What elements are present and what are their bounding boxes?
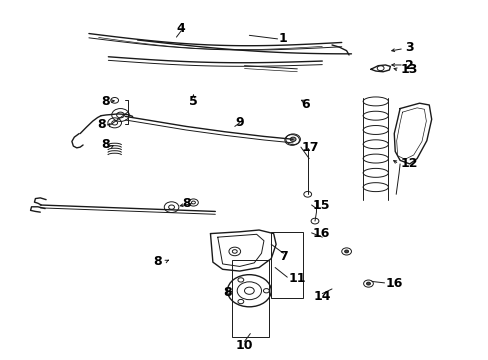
Text: 8: 8 — [102, 95, 110, 108]
Text: 16: 16 — [385, 277, 402, 290]
Bar — [232, 260, 268, 337]
Circle shape — [289, 137, 295, 141]
Text: 6: 6 — [300, 99, 309, 112]
Text: 7: 7 — [279, 250, 287, 263]
Text: 8: 8 — [223, 286, 231, 299]
Text: 11: 11 — [287, 272, 305, 285]
Text: 4: 4 — [177, 22, 185, 35]
Text: 3: 3 — [404, 41, 413, 54]
Text: 5: 5 — [189, 95, 198, 108]
Text: 13: 13 — [399, 63, 417, 76]
Text: 8: 8 — [97, 118, 106, 131]
Circle shape — [366, 282, 370, 285]
Bar — [271, 232, 302, 298]
Text: 8: 8 — [102, 139, 110, 152]
Text: 17: 17 — [301, 141, 319, 154]
Text: 10: 10 — [235, 338, 253, 351]
Text: 14: 14 — [313, 289, 330, 303]
Text: 9: 9 — [235, 116, 244, 129]
Text: 2: 2 — [404, 59, 413, 72]
Circle shape — [344, 250, 348, 253]
Text: 16: 16 — [312, 227, 329, 240]
Text: 1: 1 — [278, 32, 286, 45]
Text: 12: 12 — [399, 157, 417, 170]
Text: 8: 8 — [182, 197, 191, 210]
Text: 8: 8 — [153, 255, 162, 268]
Text: 15: 15 — [312, 198, 329, 212]
